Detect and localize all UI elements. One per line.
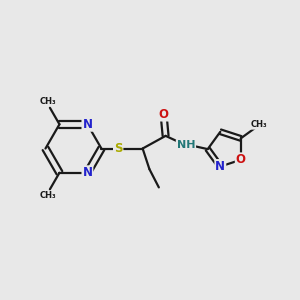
Text: NH: NH: [177, 140, 195, 150]
Text: O: O: [236, 153, 246, 166]
Text: CH₃: CH₃: [40, 191, 57, 200]
Text: N: N: [82, 166, 92, 179]
Text: O: O: [158, 108, 169, 121]
Text: CH₃: CH₃: [250, 120, 267, 129]
Text: S: S: [114, 142, 122, 155]
Text: N: N: [82, 118, 92, 131]
Text: CH₃: CH₃: [40, 97, 57, 106]
Text: N: N: [215, 160, 225, 173]
